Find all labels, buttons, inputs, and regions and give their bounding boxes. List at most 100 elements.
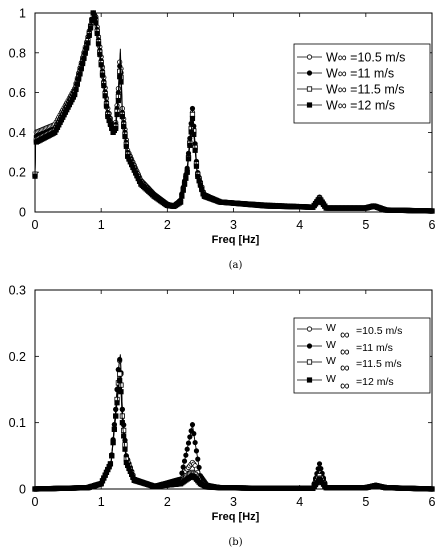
x-tick-label: 0 [32,218,39,232]
data-point [94,30,100,36]
y-tick-label: 0.3 [9,284,26,298]
data-point [180,187,186,193]
legend-marker [306,70,313,76]
legend-entry: W ∞ =11.5 m/s [297,355,402,375]
data-point [193,163,200,169]
data-point [117,378,123,384]
legend-label: W∞ =10.5 m/s [326,51,405,65]
data-point [93,20,99,26]
data-point [72,91,78,98]
legend-marker [306,377,313,383]
data-point [183,452,189,458]
y-tick-label: 0.2 [9,350,26,364]
data-point [111,426,117,432]
data-point [76,76,82,82]
legend-subscript: ∞ [340,360,350,375]
y-tick-label: 0.6 [9,86,26,100]
data-point [118,389,124,395]
data-point [73,86,79,93]
data-point [191,131,197,137]
data-point [192,147,198,153]
data-point [85,40,91,46]
legend-symbol: W [326,339,336,351]
legend-entry: W∞ =11 m/s [297,67,394,81]
x-tick-label: 4 [296,218,303,232]
data-point [181,181,188,187]
legend-entry: W∞ =12 m/s [297,99,395,113]
data-point [91,15,98,21]
data-point [179,193,185,199]
x-tick-label: 1 [98,495,105,509]
data-point [195,173,201,179]
data-point [184,169,190,175]
data-point [95,41,102,47]
data-point [78,66,84,72]
data-point [316,461,323,467]
legend-marker [306,86,313,92]
legend: W∞ =10.5 m/s W∞ =11 m/s W∞ =11.5 m/s W∞ =12… [293,43,431,124]
legend-marker [306,102,313,108]
data-point [113,125,119,132]
legend-subscript: ∞ [340,344,350,359]
data-point [185,440,192,446]
y-tick-label: 0.2 [9,166,26,180]
x-tick-label: 6 [429,495,436,509]
data-point [196,178,202,184]
legend-marker [306,359,313,365]
data-point [80,60,86,67]
x-tick-label: 6 [429,218,436,232]
data-point [179,470,185,476]
data-point [191,431,197,437]
legend-entry: W ∞ =12 m/s [297,373,394,393]
legend-marker [306,326,313,332]
legend-subscript: ∞ [340,378,350,393]
x-tick-label: 5 [362,218,369,232]
x-tick-label: 3 [230,495,237,509]
data-point [318,465,324,472]
x-tick-label: 4 [296,495,303,509]
data-point [86,32,92,38]
data-point [197,182,204,188]
data-point [185,156,192,162]
legend-marker [306,343,313,349]
data-point [123,143,129,149]
data-point [99,72,106,78]
x-tick-label: 1 [98,218,105,232]
x-tick-label: 2 [164,495,171,509]
legend-entry: W ∞ =11 m/s [297,339,393,359]
data-point [187,434,193,440]
legend-entry: W∞ =11.5 m/s [297,83,405,97]
data-point [90,10,96,16]
data-point [192,439,198,446]
legend-subscript: ∞ [340,327,350,342]
legend-symbol: W [326,373,336,385]
panel-caption: (b) [228,537,242,548]
data-point [114,111,120,118]
data-point [87,25,94,31]
data-point [103,103,110,109]
x-axis-label: Freq [Hz] [212,234,260,246]
data-point [117,356,123,363]
data-point [189,105,196,112]
panel-caption: (a) [229,260,243,271]
data-point [122,133,128,139]
x-axis-label: Freq [Hz] [212,511,260,523]
data-point [183,175,189,181]
x-tick-label: 0 [32,495,39,509]
data-point [98,62,104,68]
data-point [195,456,201,462]
data-point [115,97,121,104]
legend-label: =11 m/s [356,342,393,354]
data-point [199,186,205,193]
data-point [114,400,120,406]
legend-symbol: W [326,355,336,367]
data-point [74,81,80,87]
data-point [118,79,124,85]
data-point [119,420,125,426]
data-point [429,208,435,214]
legend-label: W∞ =12 m/s [326,99,395,113]
data-point [97,51,103,57]
y-tick-label: 0.1 [9,416,26,430]
data-point [429,486,435,492]
legend-box [293,317,431,394]
